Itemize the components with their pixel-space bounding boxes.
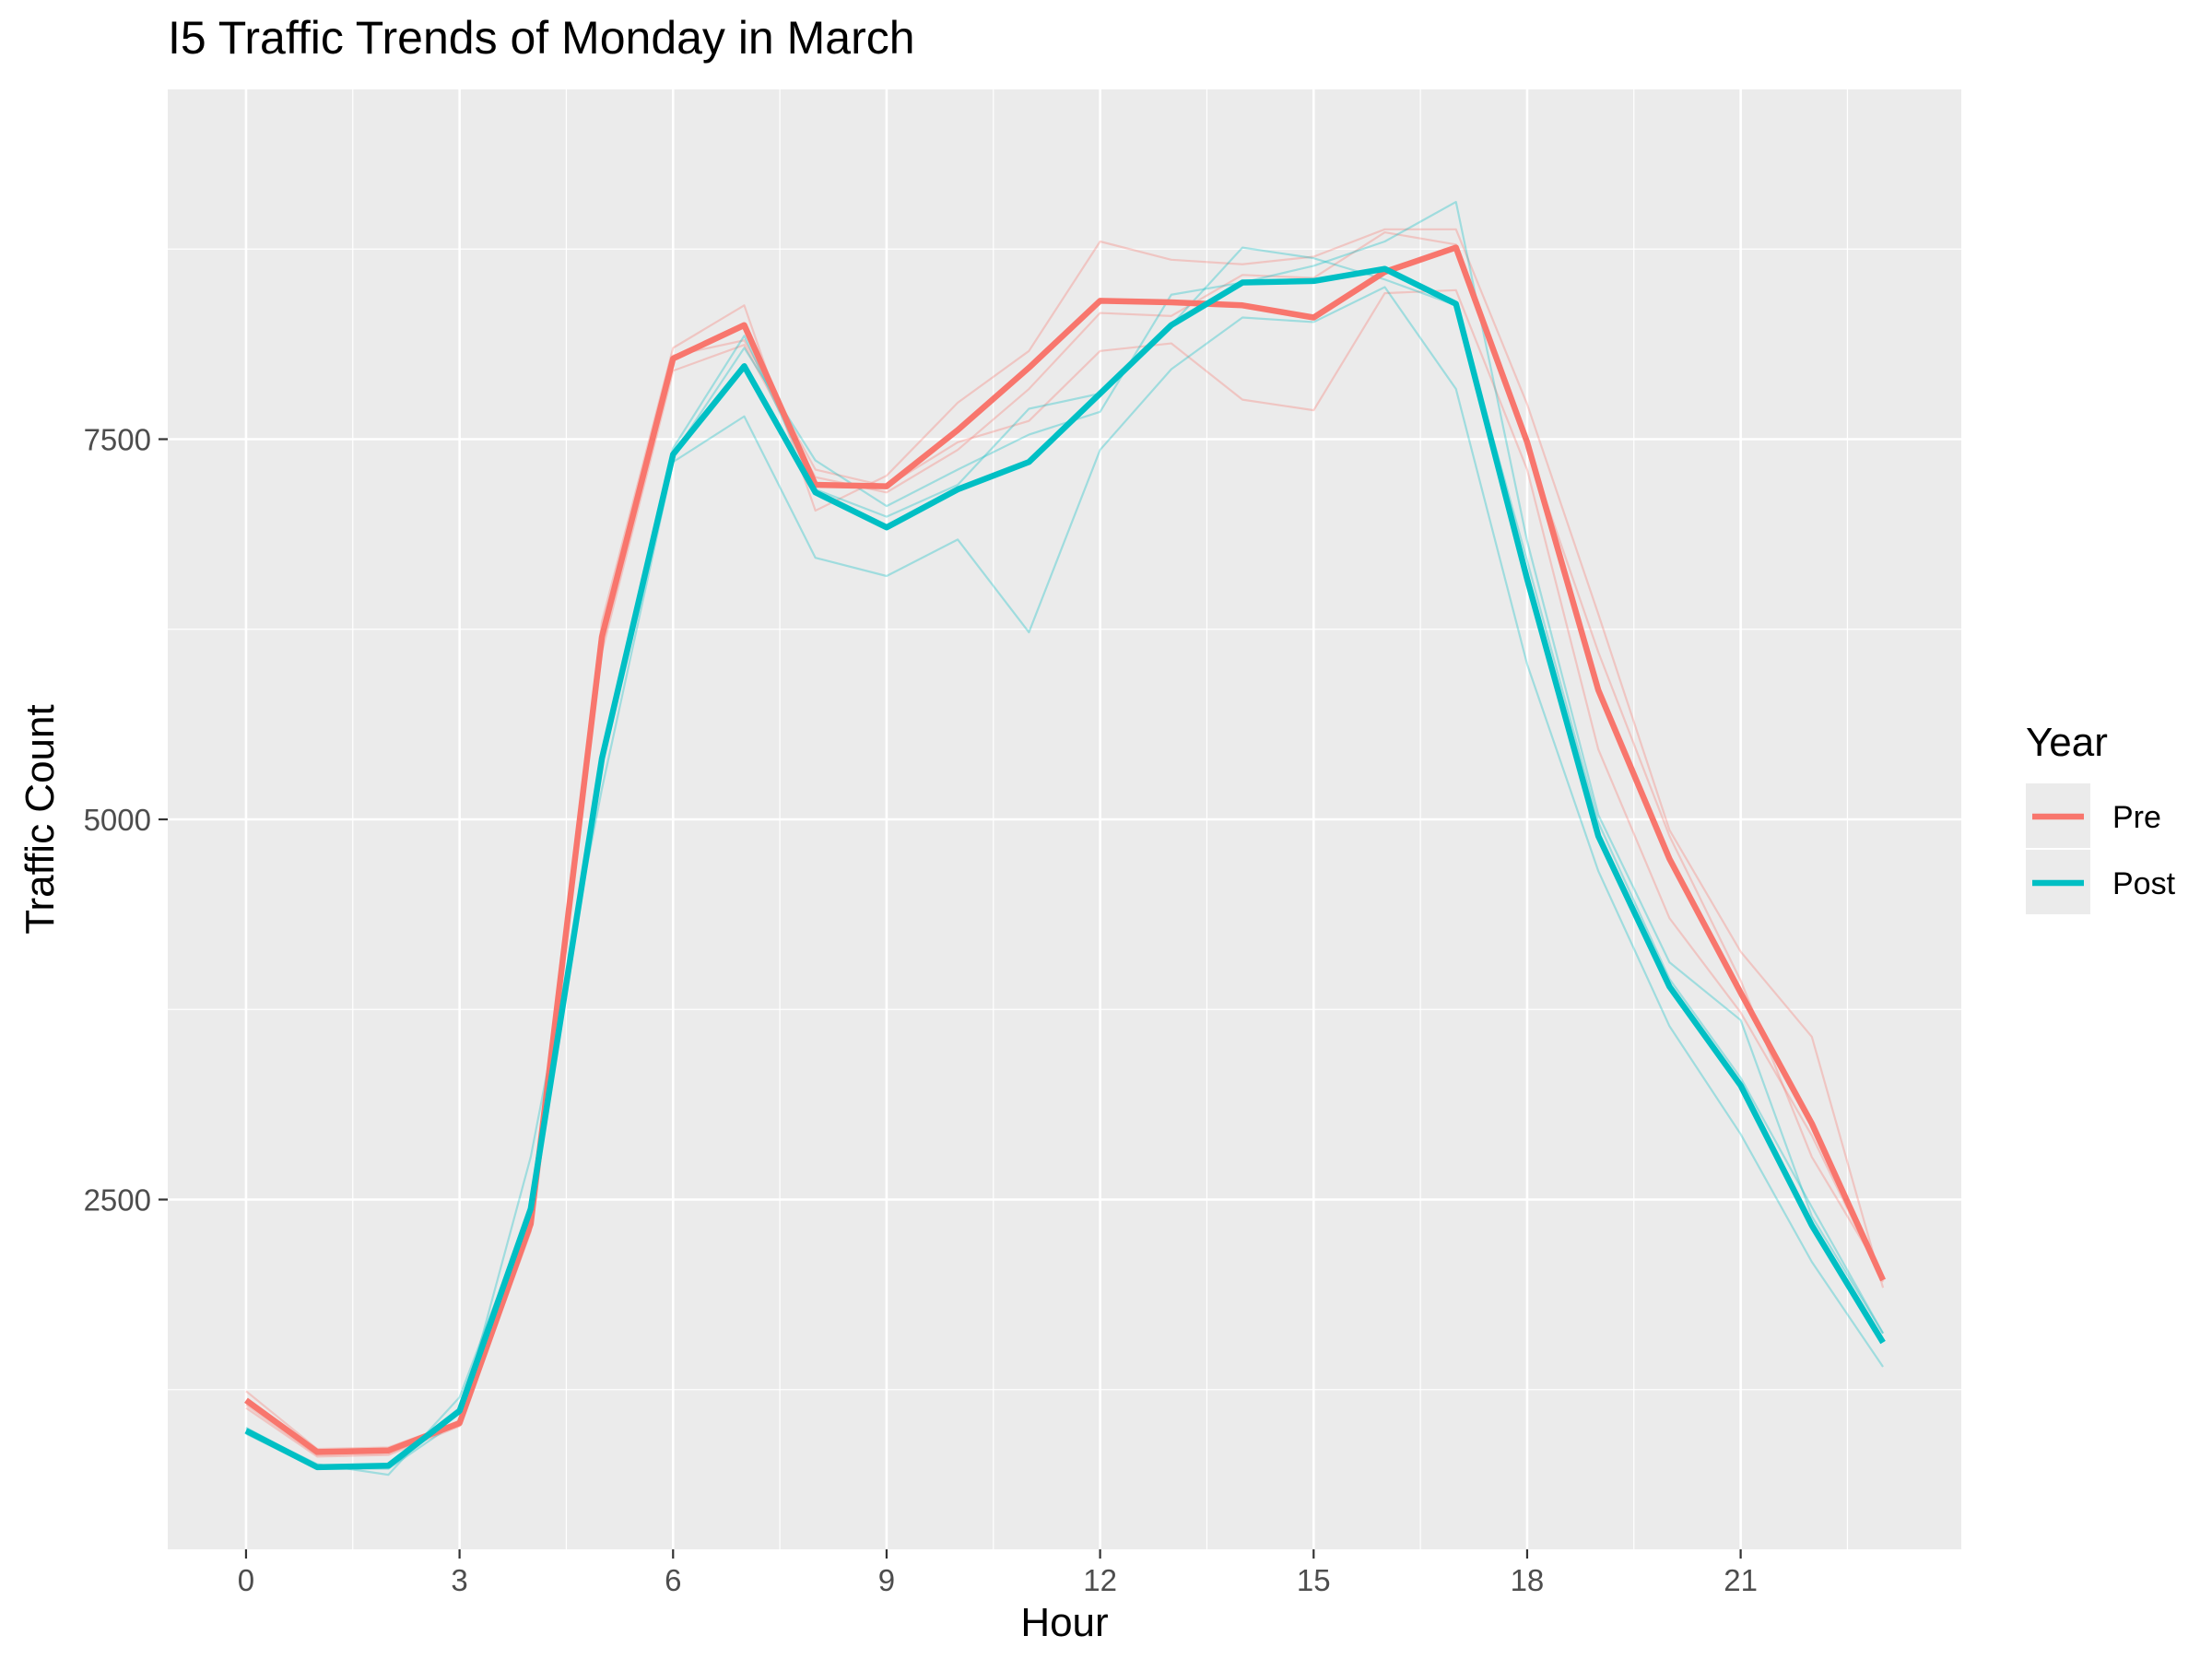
x-tick-label: 21 <box>1724 1563 1758 1597</box>
grid-major <box>168 89 1961 1549</box>
x-tick-label: 18 <box>1511 1563 1545 1597</box>
x-tick-label: 9 <box>878 1563 895 1597</box>
y-axis-title: Traffic Count <box>18 704 63 934</box>
legend-label-pre: Pre <box>2112 800 2161 835</box>
legend: Year Pre Post <box>2026 720 2176 914</box>
x-axis-title: Hour <box>1020 1600 1108 1645</box>
series-line-pre <box>244 244 1887 1455</box>
chart-title: I5 Traffic Trends of Monday in March <box>168 12 915 64</box>
y-tick-label: 2500 <box>84 1183 151 1218</box>
series-lines <box>244 244 1887 1471</box>
x-tick-label: 0 <box>238 1563 254 1597</box>
series-line-post <box>244 265 1886 1471</box>
background-line-post <box>245 286 1884 1470</box>
x-tick-label: 3 <box>451 1563 467 1597</box>
legend-title: Year <box>2026 720 2108 765</box>
legend-label-post: Post <box>2112 866 2176 901</box>
x-tick-label: 15 <box>1297 1563 1331 1597</box>
x-tick-label: 6 <box>665 1563 681 1597</box>
x-axis: 0 3 6 9 12 15 18 21 <box>238 1549 1758 1597</box>
y-tick-label: 5000 <box>84 803 151 837</box>
x-tick-label: 12 <box>1083 1563 1117 1597</box>
y-tick-label: 7500 <box>84 423 151 457</box>
y-axis: 2500 5000 7500 <box>84 423 168 1218</box>
